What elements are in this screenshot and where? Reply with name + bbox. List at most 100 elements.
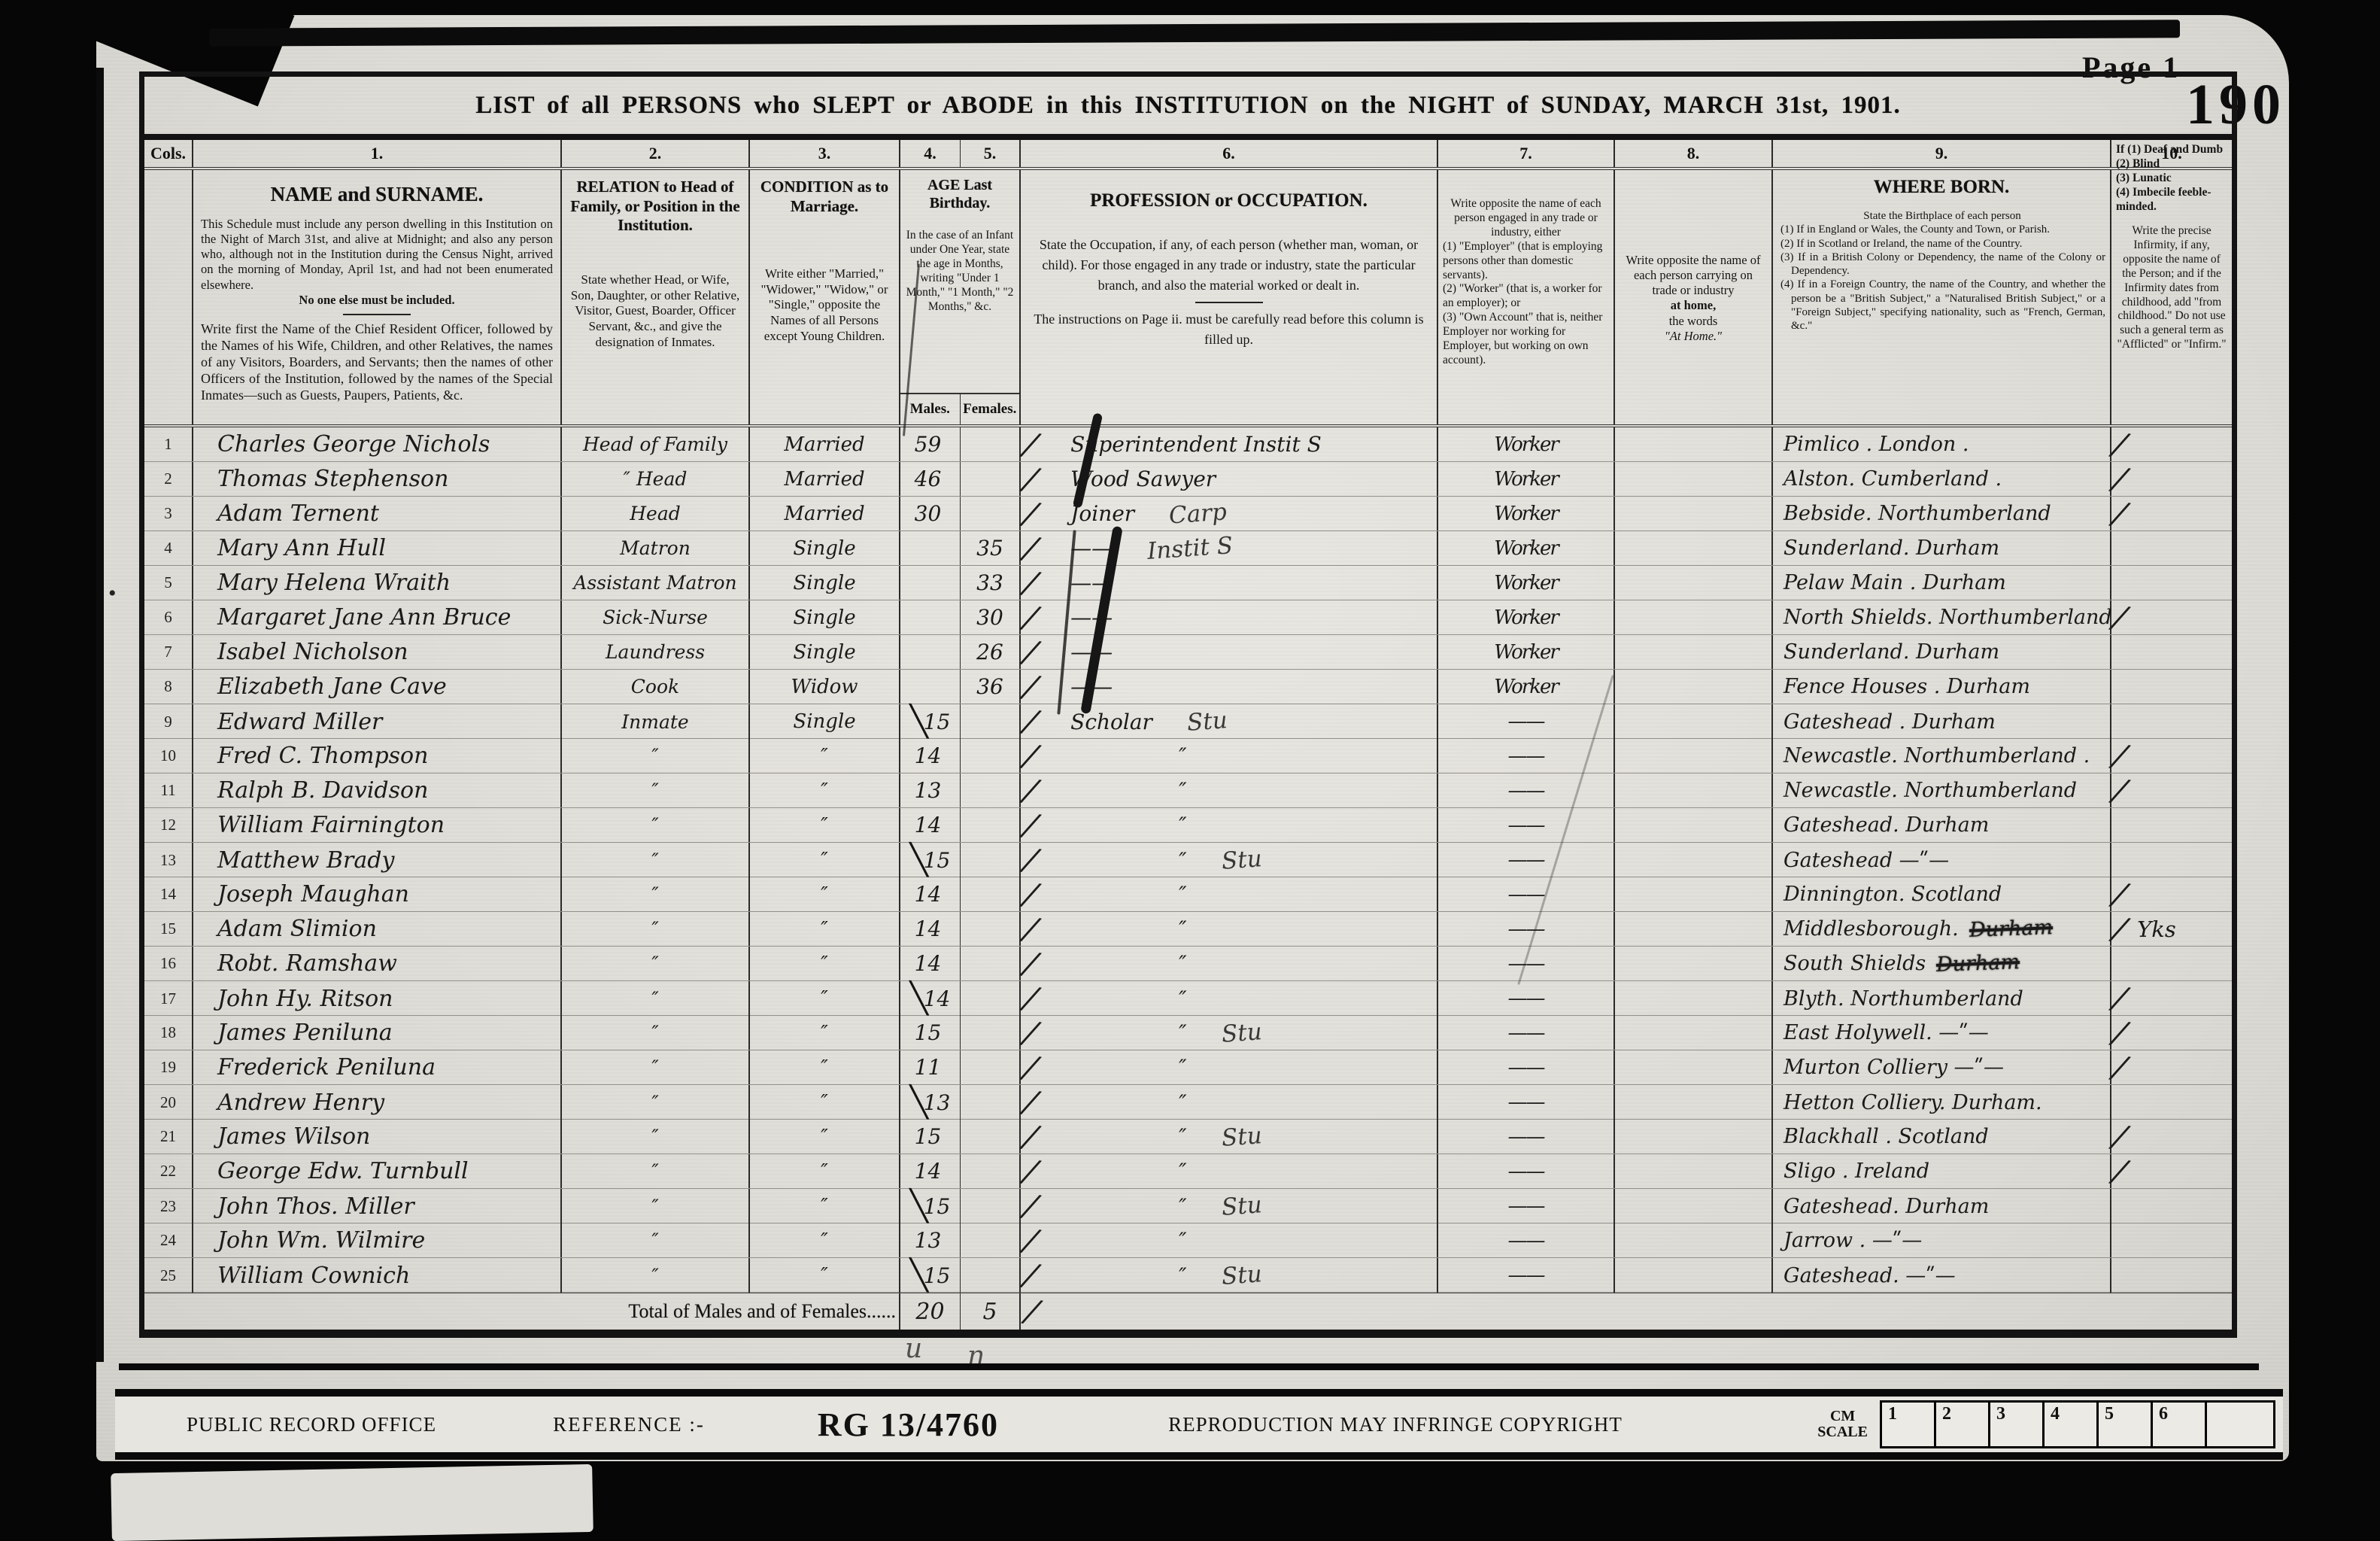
column-title: WHERE BORN. <box>1873 177 2010 197</box>
occupation-text: ″ <box>1179 743 1187 768</box>
relation-cell: ″ <box>562 1223 750 1257</box>
name-cell: Fred C. Thompson <box>193 739 562 773</box>
ink-slash: ╲ <box>909 704 928 739</box>
at-home-cell <box>1615 1085 1773 1120</box>
tick-mark: ∕ <box>1020 1187 1041 1225</box>
tick-mark: ∕ <box>2109 875 2130 913</box>
infirmity-text: Yks <box>2137 916 2176 942</box>
occupation-cell: ∕ ″ <box>1020 1221 1438 1259</box>
copyright-notice: REPRODUCTION MAY INFRINGE COPYRIGHT <box>1168 1412 1623 1436</box>
occupation-text: ″ <box>1179 778 1187 803</box>
born-text: Pelaw Main . Durham <box>1783 571 2006 594</box>
condition-cell: ″ <box>750 774 900 807</box>
employment-status-cell: —— <box>1438 1223 1615 1257</box>
occupation-cell: ∕ ″ <box>1020 1152 1438 1190</box>
born-text: North Shields. Northumberland <box>1783 606 2112 629</box>
age-male-cell <box>900 531 961 565</box>
born-cell: Gateshead . Durham <box>1773 704 2111 739</box>
tick-mark: ∕ <box>2109 910 2130 947</box>
tick-mark: ∕ <box>1020 840 1041 879</box>
occupation-cell: ∕ ″ Stu <box>1020 1257 1438 1293</box>
col-number-4: 4. <box>900 140 961 167</box>
name-cell: Adam Ternent <box>193 497 562 530</box>
occupation-text: ″ <box>1179 951 1187 976</box>
pencil-note: Stu <box>1220 1260 1263 1290</box>
employment-status-cell: —— <box>1438 704 1615 739</box>
born-cell: Sunderland. Durham <box>1773 635 2111 669</box>
born-text: Newcastle. Northumberland . <box>1783 744 2090 767</box>
page-number-label: Page 1 <box>2082 50 2181 84</box>
relation-cell: ″ <box>562 1154 750 1188</box>
table-row: 17 John Hy. Ritson ″ ″ ╲ 14 ∕ ″ —— Blyth… <box>144 979 2232 1017</box>
table-row: 15 Adam Slimion ″ ″ 14 ∕ ″ —— Middlesbor… <box>144 910 2232 947</box>
row-number: 2 <box>144 462 193 496</box>
tick-mark: ∕ <box>1020 529 1041 567</box>
column-title: NAME and SURNAME. <box>270 183 484 205</box>
age-male-cell: ╲ 14 <box>900 981 961 1016</box>
document-page: Page 1 190 • LIST of all PERSONS who SLE… <box>48 0 2289 1461</box>
table-row: 7 Isabel Nicholson Laundress Single 26 ∕… <box>144 633 2232 670</box>
born-cell: Pimlico . London . <box>1773 427 2111 461</box>
condition-cell: ″ <box>750 1223 900 1257</box>
employment-status-column-header: Write opposite the name of each person e… <box>1438 170 1615 424</box>
born-text: South Shields <box>1783 952 1926 975</box>
column-instructions: This Schedule must include any person dw… <box>201 217 553 403</box>
condition-cell: Married <box>750 427 900 461</box>
employment-status-cell: Worker <box>1438 566 1615 600</box>
row-number: 3 <box>144 497 193 530</box>
age-male-cell: ╲ 13 <box>900 1085 961 1120</box>
employment-status-cell: —— <box>1438 1189 1615 1223</box>
age-male-cell: 30 <box>900 497 961 530</box>
name-cell: Joseph Maughan <box>193 877 562 911</box>
occupation-text: ″ <box>1179 1124 1187 1149</box>
age-female-cell <box>961 1223 1021 1257</box>
at-home-cell <box>1615 808 1773 842</box>
at-home-cell <box>1615 531 1773 565</box>
born-text: Gateshead. —ʺ— <box>1783 1263 1956 1287</box>
age-female-cell <box>961 1050 1021 1084</box>
age-female-cell <box>961 704 1021 739</box>
relation-cell: Assistant Matron <box>562 566 750 600</box>
paper-scrap <box>111 1463 593 1541</box>
occupation-cell: ∕ ″ Stu <box>1020 1014 1438 1051</box>
occupation-text: ″ <box>1179 986 1187 1011</box>
infirmity-cell <box>2111 843 2232 877</box>
col-number-10: 10. <box>2161 144 2182 163</box>
ink-slash: ╲ <box>909 981 928 1016</box>
infirmity-cell <box>2111 635 2232 669</box>
at-home-cell <box>1615 1120 1773 1153</box>
age-female-cell <box>961 427 1021 461</box>
infirmity-cell <box>2111 704 2232 739</box>
ruler-cell: 4 <box>2045 1403 2099 1446</box>
at-home-cell <box>1615 1223 1773 1257</box>
condition-cell: ″ <box>750 808 900 842</box>
occupation-text: ″ <box>1179 1159 1187 1184</box>
born-cell: Sunderland. Durham <box>1773 531 2111 565</box>
tick-mark: ∕ <box>2109 1152 2130 1190</box>
born-cell: Newcastle. Northumberland <box>1773 774 2111 807</box>
name-cell: Charles George Nichols <box>193 427 562 461</box>
occupation-cell: ∕ Wood Sawyer <box>1020 460 1438 497</box>
tick-mark: ∕ <box>2109 1117 2130 1155</box>
employment-status-cell: —— <box>1438 1085 1615 1120</box>
infirmity-cell <box>2111 566 2232 600</box>
tick-mark: ∕ <box>1020 875 1041 913</box>
row-number: 8 <box>144 670 193 704</box>
employment-status-cell: —— <box>1438 808 1615 842</box>
census-table: LIST of all PERSONS who SLEPT or ABODE i… <box>139 71 2237 1338</box>
infirmity-cell <box>2111 1189 2232 1223</box>
occupation-cell: ∕ ″ Stu <box>1020 1117 1438 1155</box>
name-column-header: NAME and SURNAME. This Schedule must inc… <box>193 170 562 424</box>
row-number: 4 <box>144 531 193 565</box>
column-instructions: State whether Head, or Wife, Son, Daught… <box>570 272 740 349</box>
col-number-9: 9. <box>1773 140 2111 167</box>
column-title: PROFESSION or OCCUPATION. <box>1090 190 1368 211</box>
tick-mark: ∕ <box>1020 806 1041 843</box>
total-males: 20 <box>900 1293 961 1330</box>
born-text: Blackhall . Scotland <box>1783 1125 1989 1148</box>
age-female-cell <box>961 981 1021 1016</box>
infirmity-cell: ∕ <box>2109 771 2232 809</box>
females-subheader: Females. <box>963 401 1017 418</box>
tick-mark: ∕ <box>2109 979 2130 1017</box>
tick-mark: ∕ <box>1020 1014 1041 1051</box>
